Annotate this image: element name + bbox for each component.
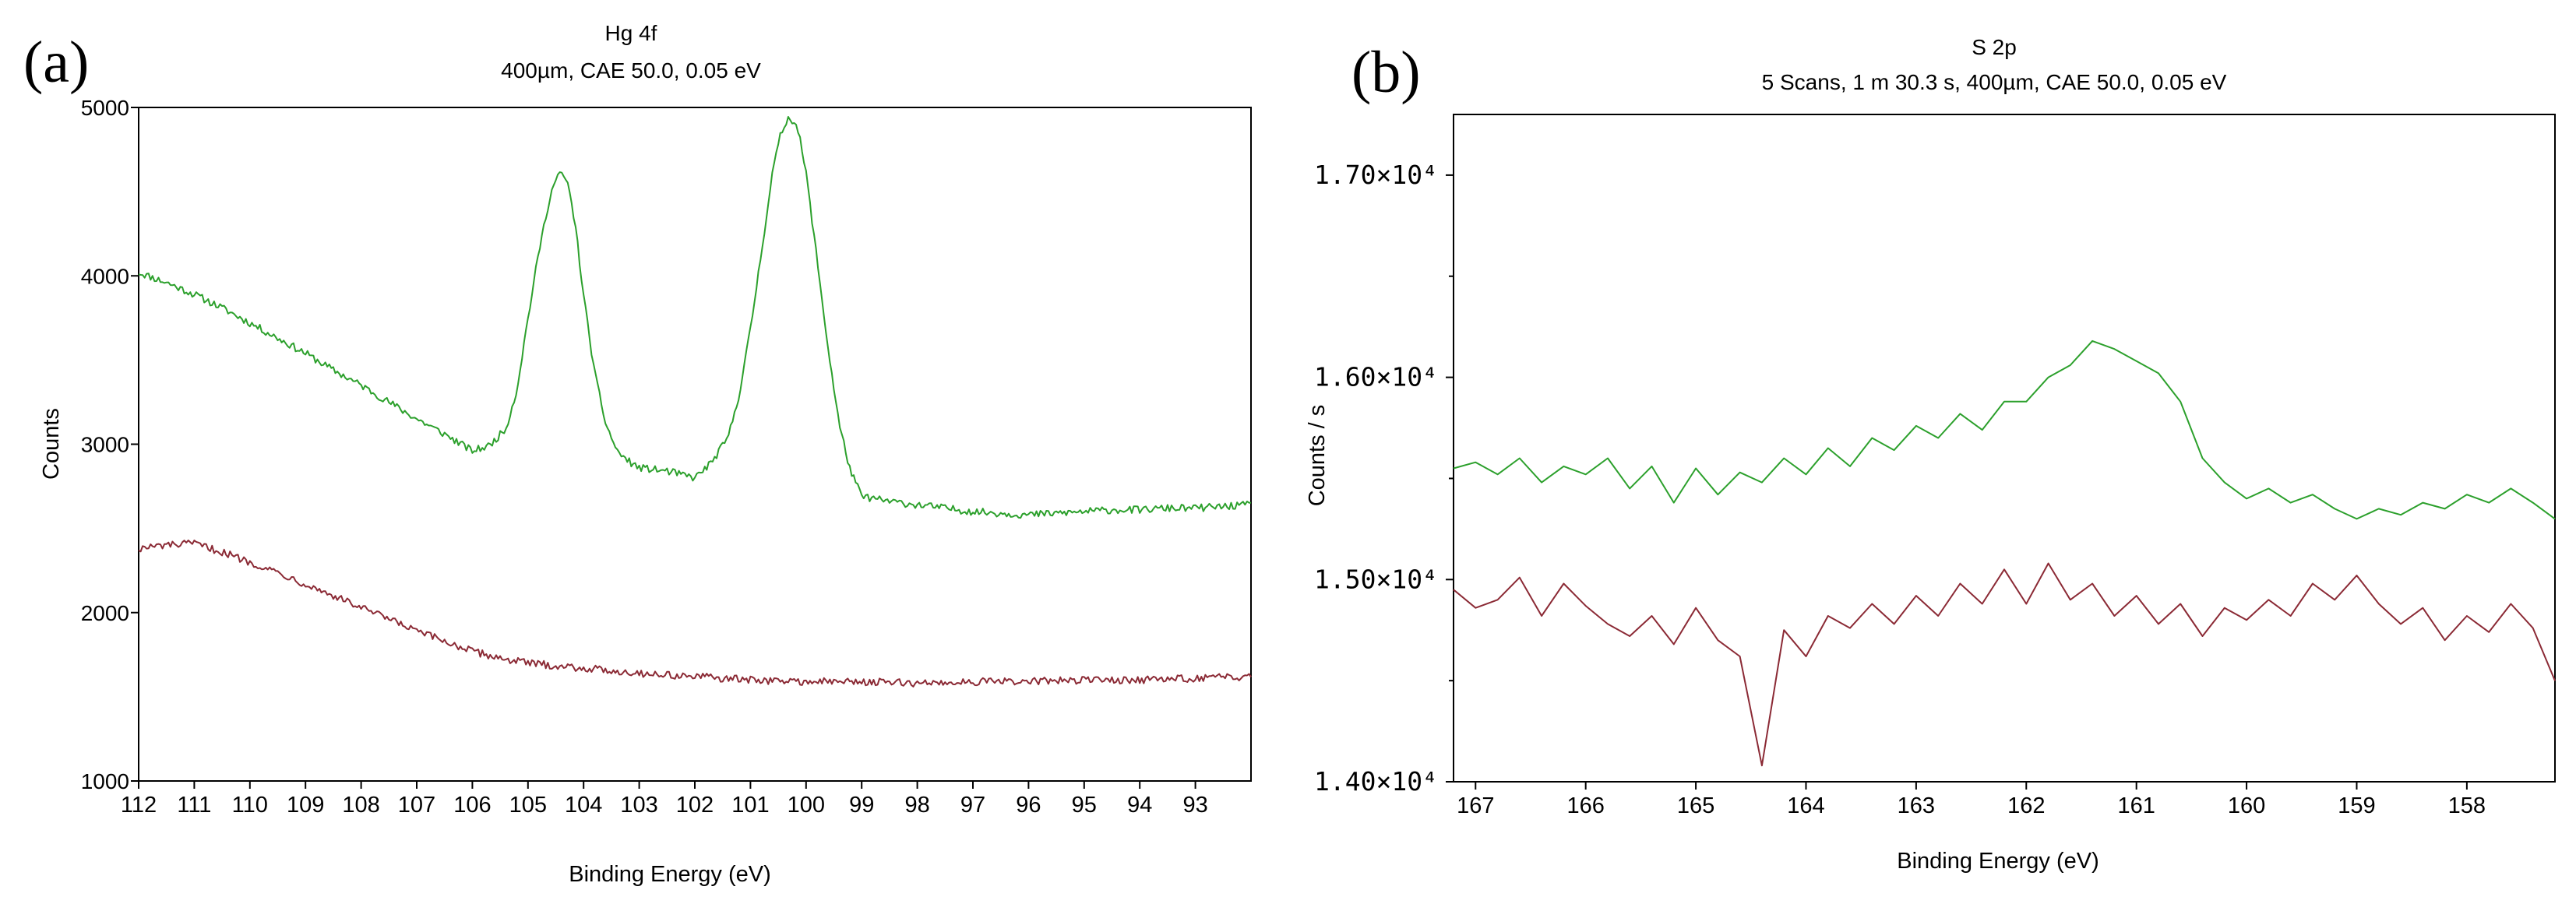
panel-b-x-tick-label: 158 <box>2448 793 2486 818</box>
panel-a-y-tick-label: 3000 <box>81 433 129 457</box>
panel-b-x-tick-label: 162 <box>2007 793 2045 818</box>
panel-b-y-tick-label: 1.50×10⁴ <box>1314 564 1438 594</box>
panel-a-label: (a) <box>23 30 89 95</box>
panel-a-x-tick-label: 109 <box>287 793 324 818</box>
panel-a-y-tick-label: 5000 <box>81 96 129 120</box>
panel-b-y-tick-label: 1.70×10⁴ <box>1314 160 1438 190</box>
panel-a-x-tick-label: 96 <box>1016 793 1041 818</box>
panel-a: (a) Hg 4f 400µm, CAE 50.0, 0.05 eV Bindi… <box>23 21 1252 887</box>
panel-a-x-tick-label: 112 <box>121 793 157 818</box>
panel-b-plot-frame <box>1453 114 2556 783</box>
panel-b-x-tick-label: 161 <box>2117 793 2155 818</box>
panel-b-x-tick-label: 163 <box>1898 793 1935 818</box>
panel-b-ylabel: Counts / s <box>1305 405 1330 507</box>
panel-b-x-tick-label: 164 <box>1787 793 1824 818</box>
panel-b-x-tick-label: 160 <box>2228 793 2265 818</box>
panel-a-x-tick-label: 94 <box>1127 793 1152 818</box>
panel-b-series-red <box>1453 562 2556 767</box>
panel-a-x-tick-label: 101 <box>731 793 769 818</box>
panel-a-series-red <box>138 540 1252 688</box>
panel-a-x-tick-label: 110 <box>232 793 268 818</box>
panel-b-x-tick-label: 159 <box>2338 793 2375 818</box>
panel-b-x-tick-label: 166 <box>1566 793 1604 818</box>
panel-b-plot-area: 167 166 165 164 163 162 161 160 159 158 1.40×10⁴ 1.… <box>1314 114 2556 818</box>
panel-b-x-tick-label: 167 <box>1457 793 1494 818</box>
panel-a-x-tick-label: 107 <box>398 793 435 818</box>
panel-a-y-tick-label: 1000 <box>81 769 129 793</box>
panel-b-series-green <box>1453 339 2556 520</box>
panel-b-title: S 2p <box>1972 35 2017 59</box>
panel-a-plot-area: 112 111 110 109 108 107 106 105 104 103 102 101 100 9… <box>81 96 1252 818</box>
panel-a-x-tick-label: 104 <box>565 793 602 818</box>
panel-a-y-tick-label: 4000 <box>81 264 129 288</box>
panel-b-y-tick-label: 1.60×10⁴ <box>1314 362 1438 392</box>
panel-a-ylabel: Counts <box>39 408 64 480</box>
panel-a-x-tick-label: 100 <box>788 793 825 818</box>
panel-b: (b) S 2p 5 Scans, 1 m 30.3 s, 400µm, CAE… <box>1305 35 2556 874</box>
panel-b-label: (b) <box>1351 40 1421 105</box>
panel-b-xlabel: Binding Energy (eV) <box>1897 849 2099 874</box>
panel-a-subtitle: 400µm, CAE 50.0, 0.05 eV <box>501 58 761 83</box>
panel-a-x-tick-label: 99 <box>849 793 874 818</box>
panel-b-y-tick-label: 1.40×10⁴ <box>1314 766 1438 797</box>
panel-a-x-tick-label: 111 <box>177 793 211 818</box>
panel-a-x-tick-label: 97 <box>960 793 985 818</box>
panel-a-x-tick-label: 98 <box>904 793 929 818</box>
panel-b-x-tick-label: 165 <box>1677 793 1714 818</box>
panel-a-x-tick-label: 105 <box>509 793 547 818</box>
panel-a-x-tick-label: 95 <box>1072 793 1097 818</box>
panel-a-xlabel: Binding Energy (eV) <box>569 862 771 887</box>
panel-a-x-tick-label: 103 <box>620 793 657 818</box>
panel-a-x-tick-label: 108 <box>342 793 379 818</box>
panel-a-x-tick-label: 106 <box>453 793 491 818</box>
panel-a-series-green <box>138 116 1252 519</box>
panel-a-x-tick-label: 102 <box>676 793 714 818</box>
panel-b-subtitle: 5 Scans, 1 m 30.3 s, 400µm, CAE 50.0, 0.… <box>1762 70 2227 94</box>
panel-a-x-tick-label: 93 <box>1182 793 1207 818</box>
panel-a-y-tick-label: 2000 <box>81 601 129 625</box>
panel-a-title: Hg 4f <box>605 21 657 45</box>
